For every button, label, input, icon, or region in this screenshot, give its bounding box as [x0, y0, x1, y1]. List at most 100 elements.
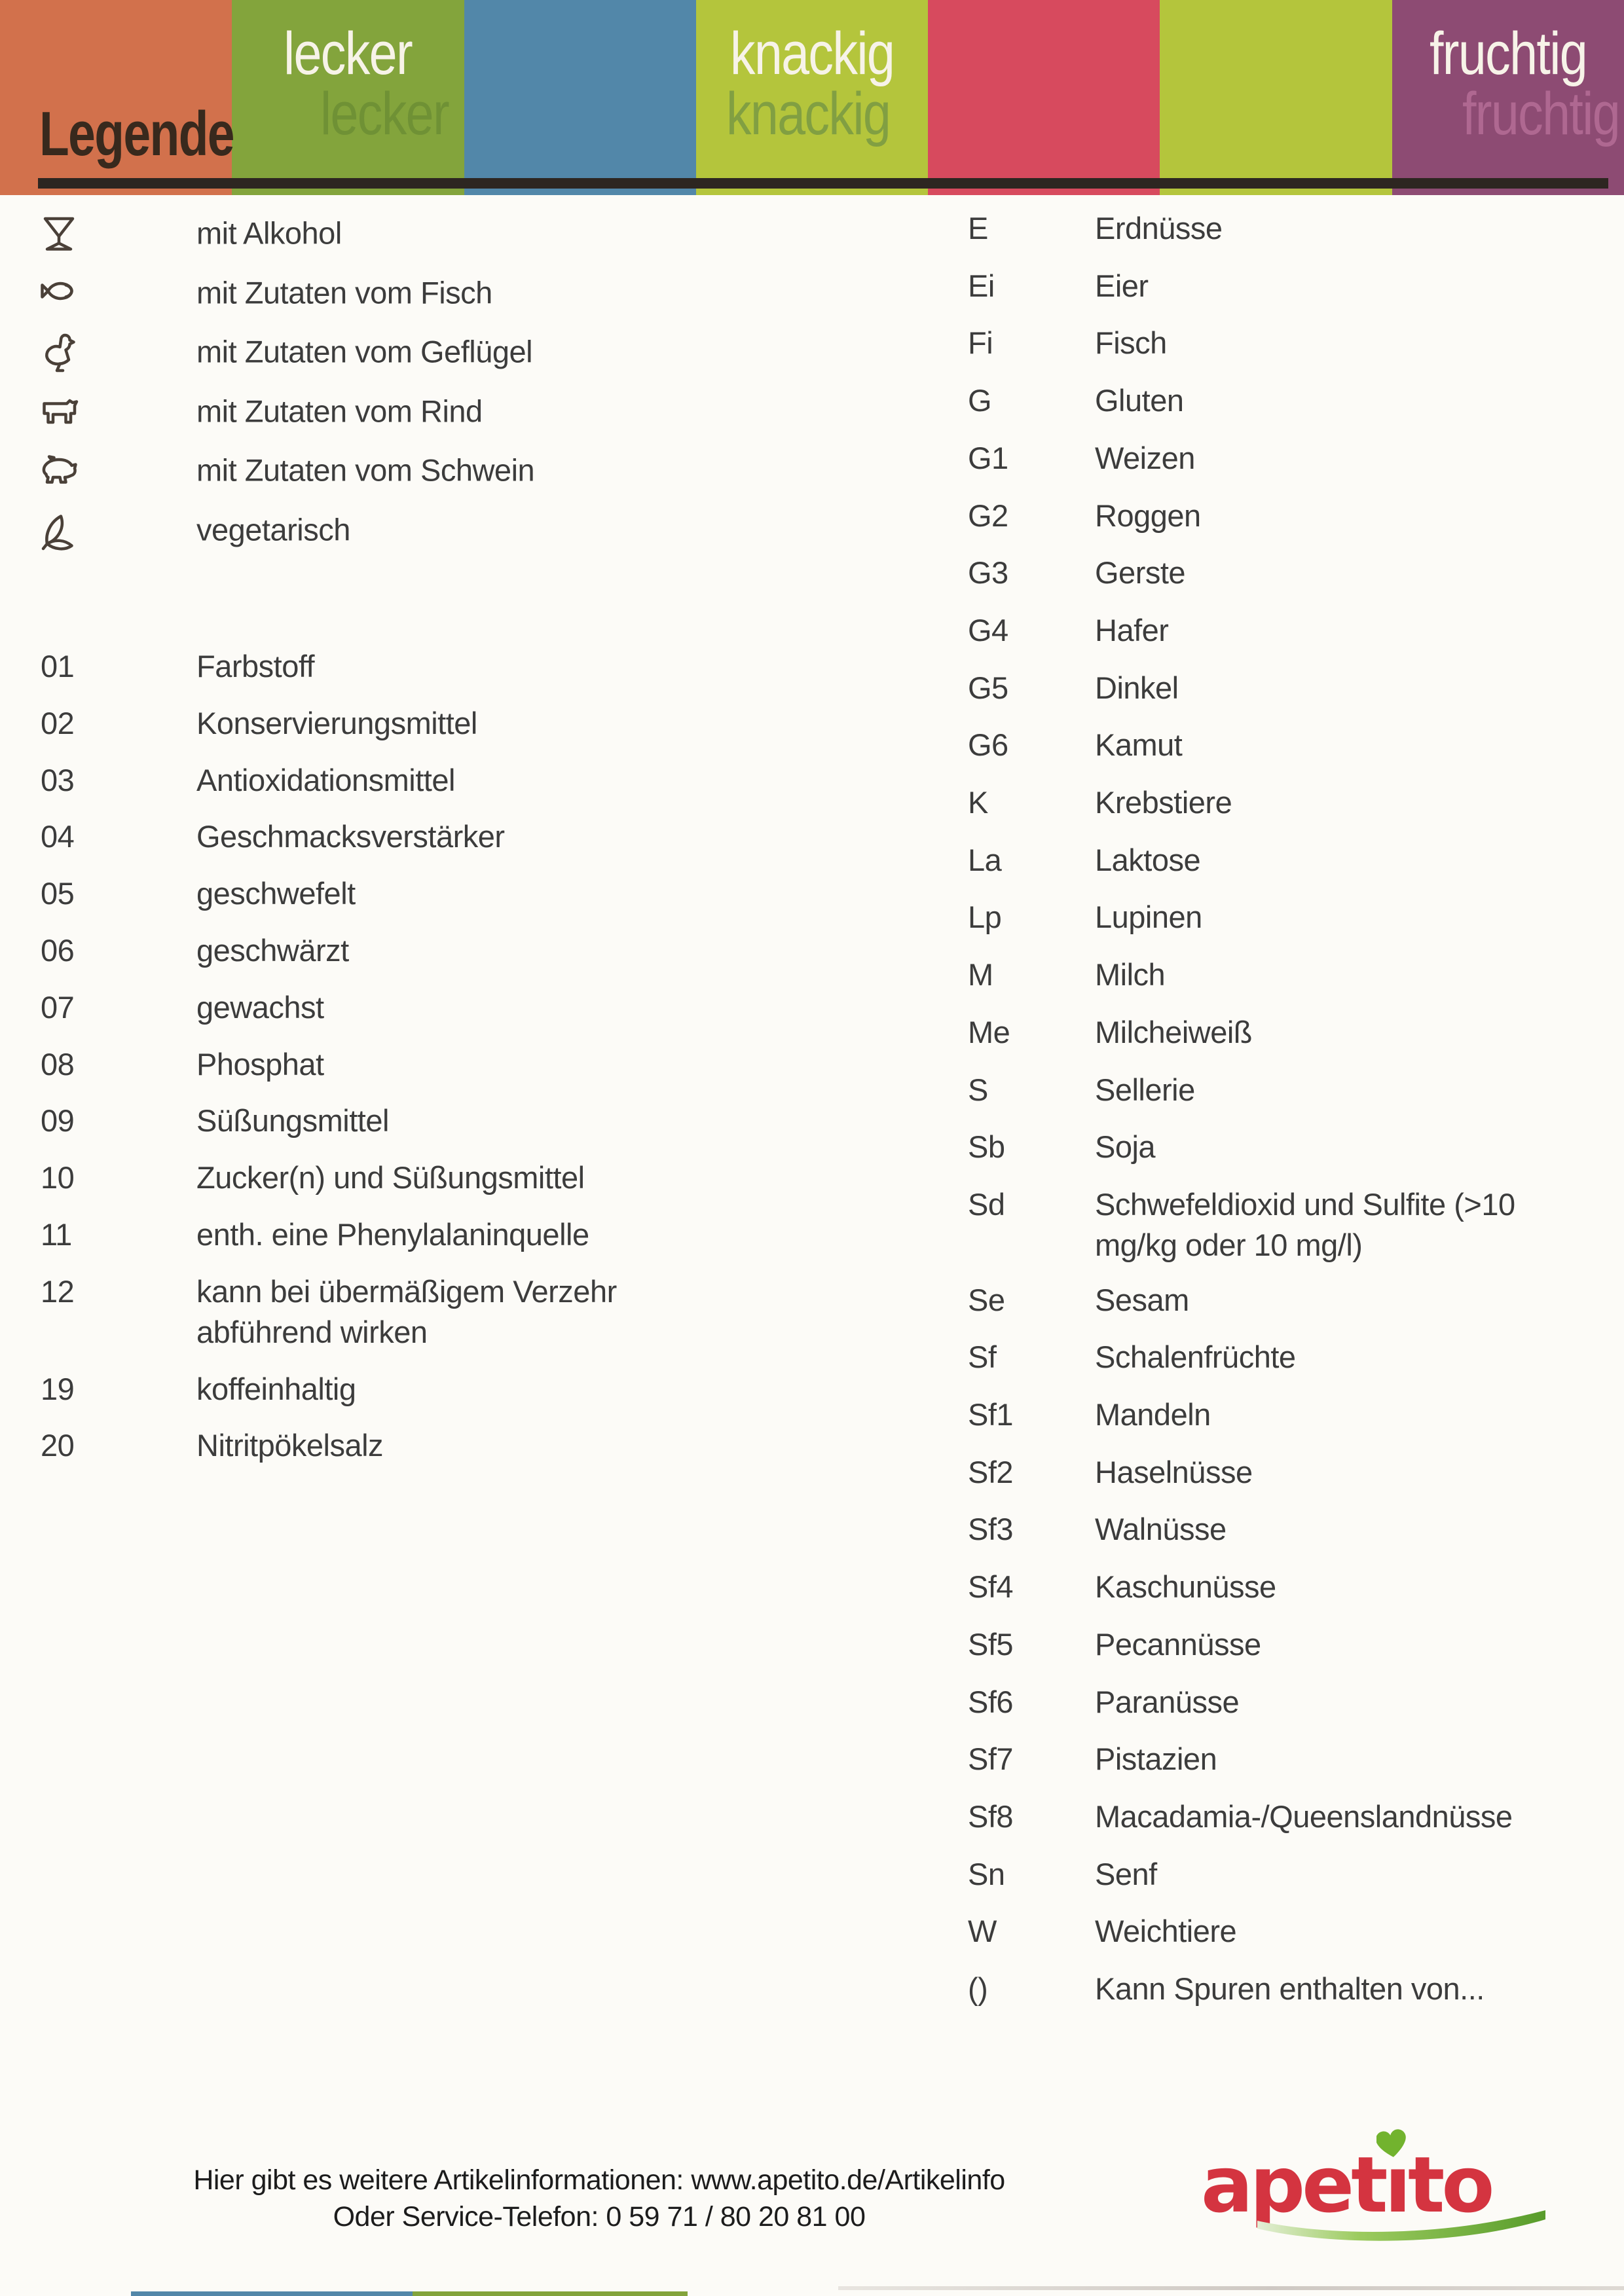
allergen-row-code: G3	[968, 555, 1008, 590]
icon-legend-label: mit Zutaten vom Rind	[196, 393, 483, 429]
alcohol-icon	[43, 217, 75, 251]
allergen-row-label: Erdnüsse	[1095, 211, 1223, 246]
banner-stripe	[464, 0, 696, 195]
allergen-row-label: Weizen	[1095, 441, 1195, 475]
allergen-row-label: Schwefeldioxid und Sulfite (>10 mg/kg ode…	[1095, 1184, 1515, 1266]
pork-icon-wrap	[35, 445, 83, 496]
additive-row-label: Konservierungsmittel	[196, 706, 477, 740]
poultry-icon-wrap	[35, 327, 83, 377]
additive-row-code: 02	[41, 706, 75, 740]
apetito-logo: apetıto	[1201, 2129, 1545, 2244]
allergen-row-code: G2	[968, 498, 1008, 533]
additive-row-label: geschwefelt	[196, 876, 356, 911]
banner-stripe: knackig knackig	[695, 0, 929, 195]
allergen-row-code: K	[968, 785, 988, 820]
banner-stripe	[0, 0, 232, 195]
allergen-row-code: Fi	[968, 325, 993, 360]
allergen-row-label-line2: mg/kg oder 10 mg/l)	[1095, 1228, 1363, 1262]
allergen-row-label: Sesam	[1095, 1283, 1189, 1317]
pork-icon	[42, 455, 77, 484]
additive-row-code: 08	[41, 1047, 75, 1082]
additive-row-label: Zucker(n) und Süßungsmittel	[196, 1160, 585, 1195]
additive-row-label: Antioxidationsmittel	[196, 763, 455, 797]
allergen-row-code: Sf3	[968, 1512, 1014, 1546]
additive-row-label: geschwärzt	[196, 933, 349, 968]
allergen-row-label: Kamut	[1095, 727, 1183, 762]
icon-legend-label: vegetarisch	[196, 512, 350, 547]
allergen-row-code: S	[968, 1072, 988, 1107]
additive-row-label: koffeinhaltig	[196, 1372, 356, 1406]
allergen-row-code: G	[968, 383, 992, 418]
banner: lecker lecker knackig knackig fruchtig frucht…	[0, 0, 1624, 195]
allergen-row-label: Roggen	[1095, 498, 1201, 533]
banner-word-ghost: fruchtig	[1462, 81, 1621, 147]
allergen-row-code: Se	[968, 1283, 1005, 1317]
allergen-row-code: G1	[968, 441, 1008, 475]
allergen-row-label: Senf	[1095, 1857, 1157, 1891]
allergen-row-label: Dinkel	[1095, 670, 1179, 705]
icon-legend-label: mit Alkohol	[196, 215, 342, 251]
additive-row-code: 09	[41, 1103, 75, 1138]
additive-row-label: Nitritpökelsalz	[196, 1428, 384, 1463]
allergen-row-code: W	[968, 1914, 997, 1948]
allergen-row-code: Sf8	[968, 1799, 1014, 1834]
additive-row-label: Süßungsmittel	[196, 1103, 389, 1138]
icon-legend-row: vegetarisch	[0, 500, 1624, 560]
allergen-row-code: Sf6	[968, 1685, 1014, 1719]
additive-row-label: enth. eine Phenylalaninquelle	[196, 1217, 589, 1252]
additive-row-label-line2: abführend wirken	[196, 1315, 428, 1349]
allergen-row-label: Soja	[1095, 1129, 1156, 1164]
allergen-row-label: Kann Spuren enthalten von...	[1095, 1971, 1485, 2006]
allergen-row-label: Sellerie	[1095, 1072, 1195, 1107]
allergen-row-label: Pistazien	[1095, 1741, 1217, 1776]
allergen-row-label: Milch	[1095, 957, 1166, 992]
allergen-row-label: Laktose	[1095, 843, 1201, 877]
banner-stripe: lecker lecker	[232, 0, 464, 195]
allergen-row-label: Haselnüsse	[1095, 1455, 1253, 1489]
allergen-row-code: Sf5	[968, 1627, 1014, 1662]
additive-row-code: 05	[41, 876, 75, 911]
icon-legend-row: mit Zutaten vom Schwein	[0, 440, 1624, 500]
banner-stripe	[1160, 0, 1392, 195]
allergen-row-code: G4	[968, 613, 1008, 647]
allergen-row-code: ()	[968, 1971, 988, 2006]
allergen-row-label: Macadamia-/Queenslandnüsse	[1095, 1799, 1513, 1834]
allergen-row-code: Sf7	[968, 1741, 1014, 1776]
allergen-row-code: Me	[968, 1015, 1010, 1049]
additive-row-code: 03	[41, 763, 75, 797]
additive-row-code: 20	[41, 1428, 75, 1463]
additive-row-code: 19	[41, 1372, 75, 1406]
additive-row-code: 01	[41, 649, 75, 683]
beef-icon-wrap	[35, 386, 83, 437]
banner-word: knackig	[729, 20, 895, 87]
additive-row-label: Phosphat	[196, 1047, 324, 1082]
allergen-row-label: Kaschunüsse	[1095, 1569, 1276, 1604]
additive-row-label: Geschmacksverstärker	[196, 819, 505, 854]
allergen-row-label: Paranüsse	[1095, 1685, 1240, 1719]
additive-row-code: 07	[41, 990, 75, 1025]
allergen-row-code: Ei	[968, 268, 995, 303]
banner-word: fruchtig	[1429, 20, 1588, 87]
icon-legend-row: mit Zutaten vom Fisch	[0, 263, 1624, 323]
title-underline	[38, 178, 1608, 189]
allergen-row-label: Fisch	[1095, 325, 1167, 360]
allergen-row-code: Sf2	[968, 1455, 1014, 1489]
allergen-row-code: La	[968, 843, 1002, 877]
allergen-row-label: Eier	[1095, 268, 1149, 303]
allergen-row-code: G5	[968, 670, 1008, 705]
allergen-row-code: Sb	[968, 1129, 1005, 1164]
allergen-row-code: E	[968, 211, 988, 246]
allergen-row-code: M	[968, 957, 993, 992]
banner-stripe	[928, 0, 1160, 195]
banner-word: lecker	[284, 20, 413, 87]
allergen-row-code: Sf4	[968, 1569, 1014, 1604]
apetito-logo-text: apetıto	[1201, 2140, 1494, 2230]
additive-row-label: kann bei übermäßigem Verzehr abführend wi…	[196, 1271, 617, 1353]
allergen-row-label: Lupinen	[1095, 900, 1202, 934]
icon-legend-label: mit Zutaten vom Fisch	[196, 275, 492, 310]
page-title: Legende	[39, 99, 235, 169]
icon-legend-row: mit Alkohol	[0, 203, 1624, 263]
scan-edge-stripe	[413, 2291, 688, 2296]
allergen-row-label: Milcheiweiß	[1095, 1015, 1253, 1049]
